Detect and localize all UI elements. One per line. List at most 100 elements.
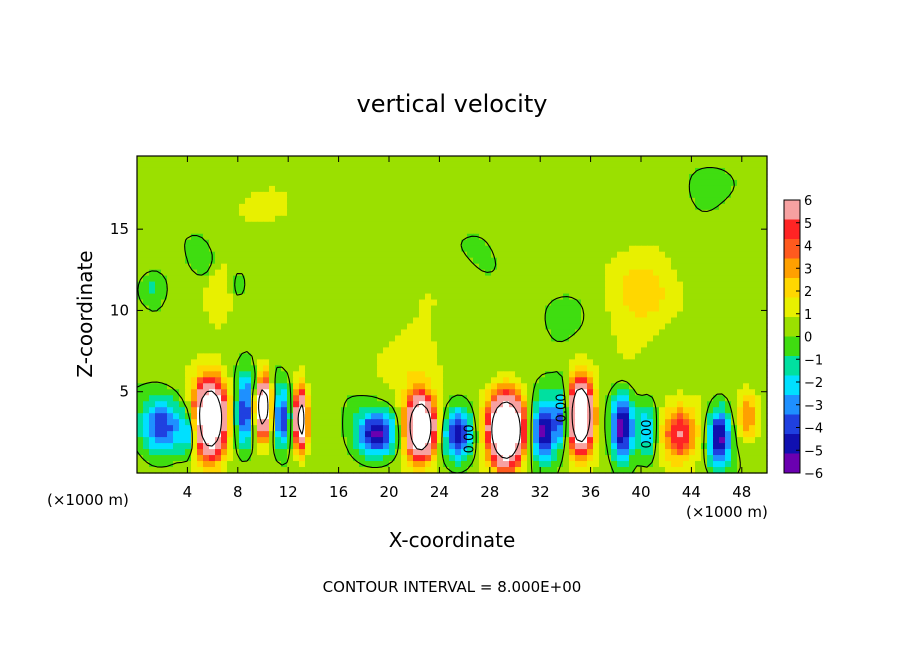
- heat-cell: [161, 377, 168, 384]
- heat-cell: [341, 287, 348, 295]
- heat-cell: [599, 203, 606, 211]
- heat-cell: [545, 347, 552, 354]
- heat-cell: [227, 299, 234, 307]
- heat-cell: [383, 377, 390, 384]
- heat-cell: [233, 335, 240, 343]
- heat-cell: [323, 287, 330, 295]
- heat-cell: [251, 179, 258, 187]
- heat-cell: [395, 167, 402, 175]
- heat-cell: [635, 389, 642, 396]
- heat-cell: [695, 293, 702, 301]
- heat-cell: [527, 263, 534, 271]
- heat-cell: [323, 245, 330, 253]
- heat-cell: [509, 353, 516, 360]
- heat-cell: [155, 371, 162, 378]
- heat-cell: [389, 383, 396, 390]
- heat-cell: [569, 179, 576, 187]
- heat-cell: [659, 305, 666, 313]
- heat-cell: [701, 383, 708, 390]
- heat-cell: [155, 425, 162, 432]
- heat-cell: [479, 323, 486, 331]
- heat-cell: [275, 156, 282, 163]
- heat-cell: [563, 191, 570, 199]
- heat-cell: [311, 161, 318, 169]
- heat-cell: [413, 269, 420, 277]
- heat-cell: [761, 287, 768, 295]
- heat-cell: [521, 401, 528, 408]
- heat-cell: [521, 383, 528, 390]
- heat-cell: [521, 191, 528, 199]
- heat-cell: [635, 371, 642, 378]
- heat-cell: [293, 359, 300, 366]
- heat-cell: [197, 287, 204, 295]
- heat-cell: [215, 311, 222, 319]
- heat-cell: [407, 263, 414, 271]
- heat-cell: [587, 275, 594, 283]
- heat-cell: [329, 389, 336, 396]
- heat-cell: [155, 203, 162, 211]
- heat-cell: [611, 156, 618, 163]
- heat-cell: [623, 179, 630, 187]
- heat-cell: [569, 185, 576, 193]
- heat-cell: [269, 251, 276, 259]
- heat-cell: [455, 191, 462, 199]
- heat-cell: [461, 341, 468, 348]
- heat-cell: [581, 389, 588, 396]
- heat-cell: [347, 179, 354, 187]
- heat-cell: [665, 371, 672, 378]
- heat-cell: [581, 173, 588, 181]
- heat-cell: [335, 305, 342, 313]
- heat-cell: [755, 179, 762, 187]
- heat-cell: [161, 245, 168, 253]
- heat-cell: [413, 287, 420, 295]
- heat-cell: [161, 156, 168, 163]
- heat-cell: [521, 299, 528, 307]
- heat-cell: [761, 365, 768, 372]
- heat-cell: [629, 221, 636, 229]
- heat-cell: [353, 353, 360, 360]
- heat-cell: [563, 377, 570, 384]
- heat-cell: [605, 335, 612, 343]
- heat-cell: [425, 209, 432, 217]
- heat-cell: [257, 299, 264, 307]
- heat-cell: [557, 281, 564, 289]
- heat-cell: [341, 323, 348, 331]
- heat-cell: [485, 323, 492, 331]
- heat-cell: [659, 203, 666, 211]
- heat-cell: [497, 203, 504, 211]
- heat-cell: [545, 251, 552, 259]
- heat-cell: [191, 431, 198, 438]
- heat-cell: [323, 281, 330, 289]
- heat-cell: [659, 299, 666, 307]
- heat-cell: [455, 275, 462, 283]
- heat-cell: [755, 413, 762, 420]
- heat-cell: [689, 341, 696, 348]
- heat-cell: [239, 293, 246, 301]
- heat-cell: [629, 383, 636, 390]
- heat-cell: [719, 371, 726, 378]
- heat-cell: [161, 395, 168, 402]
- heat-cell: [623, 329, 630, 337]
- heat-cell: [599, 167, 606, 175]
- heat-cell: [149, 221, 156, 229]
- heat-cell: [755, 425, 762, 432]
- heat-cell: [509, 257, 516, 265]
- heat-cell: [221, 161, 228, 169]
- heat-cell: [707, 341, 714, 348]
- heat-cell: [239, 407, 246, 414]
- heat-cell: [503, 197, 510, 205]
- heat-cell: [365, 347, 372, 354]
- heat-cell: [467, 167, 474, 175]
- heat-cell: [431, 377, 438, 384]
- heat-cell: [371, 185, 378, 193]
- heat-cell: [689, 299, 696, 307]
- heat-cell: [419, 425, 426, 432]
- heat-cell: [569, 311, 576, 319]
- heat-cell: [719, 161, 726, 169]
- heat-cell: [551, 203, 558, 211]
- heat-cell: [737, 431, 744, 438]
- heat-cell: [269, 269, 276, 277]
- heat-cell: [683, 413, 690, 420]
- heat-cell: [671, 389, 678, 396]
- heat-cell: [389, 257, 396, 265]
